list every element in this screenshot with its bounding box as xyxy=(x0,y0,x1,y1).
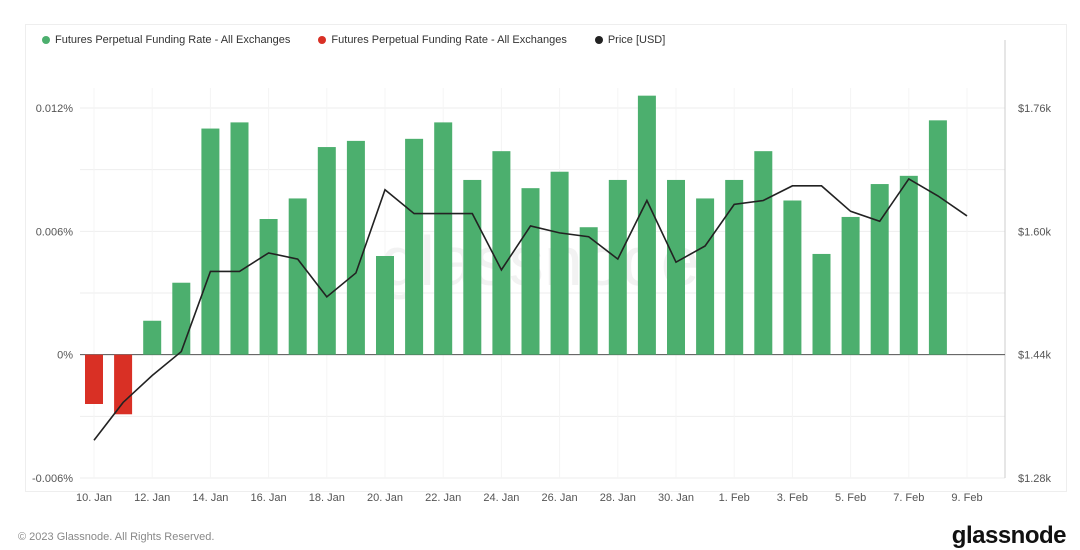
y-right-tick-label: $1.28k xyxy=(1018,473,1052,485)
bar-28-Jan xyxy=(608,179,627,355)
x-tick-label: 9. Feb xyxy=(951,492,982,504)
x-tick-label: 16. Jan xyxy=(251,492,287,504)
legend-dot-black xyxy=(594,36,603,44)
bar-11-Jan xyxy=(114,354,133,415)
legend-item-price[interactable]: Price [USD] xyxy=(594,34,666,46)
x-tick-label: 14. Jan xyxy=(192,492,228,504)
bar-5-Feb xyxy=(841,216,860,355)
chart-card xyxy=(25,24,1067,492)
bar-2-Feb xyxy=(754,151,773,355)
glassnode-logo: glassnode xyxy=(951,522,1067,549)
x-tick-label: 5. Feb xyxy=(835,492,866,504)
x-tick-label: 24. Jan xyxy=(483,492,519,504)
legend-label: Price [USD] xyxy=(607,34,666,46)
bar-21-Jan xyxy=(405,138,424,355)
bar-22-Jan xyxy=(434,122,453,355)
bar-10-Jan xyxy=(85,354,103,404)
y-left-tick-label: -0.006% xyxy=(32,473,73,485)
y-left-tick-label: 0.012% xyxy=(36,103,74,115)
y-left-tick-label: 0.006% xyxy=(36,226,74,238)
bar-7-Feb xyxy=(899,175,918,355)
bar-27-Jan xyxy=(579,227,598,355)
y-right-tick-label: $1.76k xyxy=(1018,103,1052,115)
x-tick-label: 7. Feb xyxy=(893,492,924,504)
x-tick-label: 30. Jan xyxy=(658,492,694,504)
legend-dot-green xyxy=(42,36,50,44)
bar-20-Jan xyxy=(376,256,394,355)
x-tick-label: 22. Jan xyxy=(425,492,461,504)
x-tick-label: 20. Jan xyxy=(367,492,403,504)
y-left-tick-label: 0% xyxy=(57,350,73,362)
legend-label: Futures Perpetual Funding Rate - All Exc… xyxy=(55,34,291,46)
bar-13-Jan xyxy=(172,282,191,355)
bar-4-Feb xyxy=(812,253,831,355)
chart-legend: Futures Perpetual Funding Rate - All Exc… xyxy=(42,34,665,46)
x-tick-label: 28. Jan xyxy=(600,492,636,504)
bar-1-Feb xyxy=(725,179,744,355)
legend-item-negative[interactable]: Futures Perpetual Funding Rate - All Exc… xyxy=(318,34,567,46)
copyright: © 2023 Glassnode. All Rights Reserved. xyxy=(18,531,215,543)
y-right-tick-label: $1.44k xyxy=(1018,350,1052,362)
bar-17-Jan xyxy=(288,198,307,355)
bar-8-Feb xyxy=(928,120,947,355)
bar-6-Feb xyxy=(870,184,889,355)
price-line xyxy=(93,177,968,441)
bar-31-Jan xyxy=(696,198,715,355)
bar-23-Jan xyxy=(463,179,482,355)
bar-15-Jan xyxy=(230,122,249,355)
x-tick-label: 26. Jan xyxy=(542,492,578,504)
y-right-tick-label: $1.60k xyxy=(1018,226,1052,238)
bar-14-Jan xyxy=(201,128,220,355)
bar-30-Jan xyxy=(667,179,685,355)
legend-dot-red xyxy=(318,36,327,44)
x-tick-label: 3. Feb xyxy=(777,492,808,504)
x-tick-label: 18. Jan xyxy=(309,492,345,504)
x-tick-label: 1. Feb xyxy=(719,492,750,504)
x-tick-label: 12. Jan xyxy=(134,492,170,504)
bar-26-Jan xyxy=(550,171,569,355)
bar-29-Jan xyxy=(637,95,656,355)
bar-19-Jan xyxy=(346,140,365,355)
bar-3-Feb xyxy=(783,200,802,355)
bar-12-Jan xyxy=(143,320,162,355)
x-tick-label: 10. Jan xyxy=(76,492,112,504)
bar-25-Jan xyxy=(521,188,540,355)
legend-label: Futures Perpetual Funding Rate - All Exc… xyxy=(331,34,567,46)
bar-18-Jan xyxy=(317,147,336,355)
bar-16-Jan xyxy=(259,219,278,355)
legend-item-positive[interactable]: Futures Perpetual Funding Rate - All Exc… xyxy=(42,34,290,46)
bar-24-Jan xyxy=(492,151,511,355)
